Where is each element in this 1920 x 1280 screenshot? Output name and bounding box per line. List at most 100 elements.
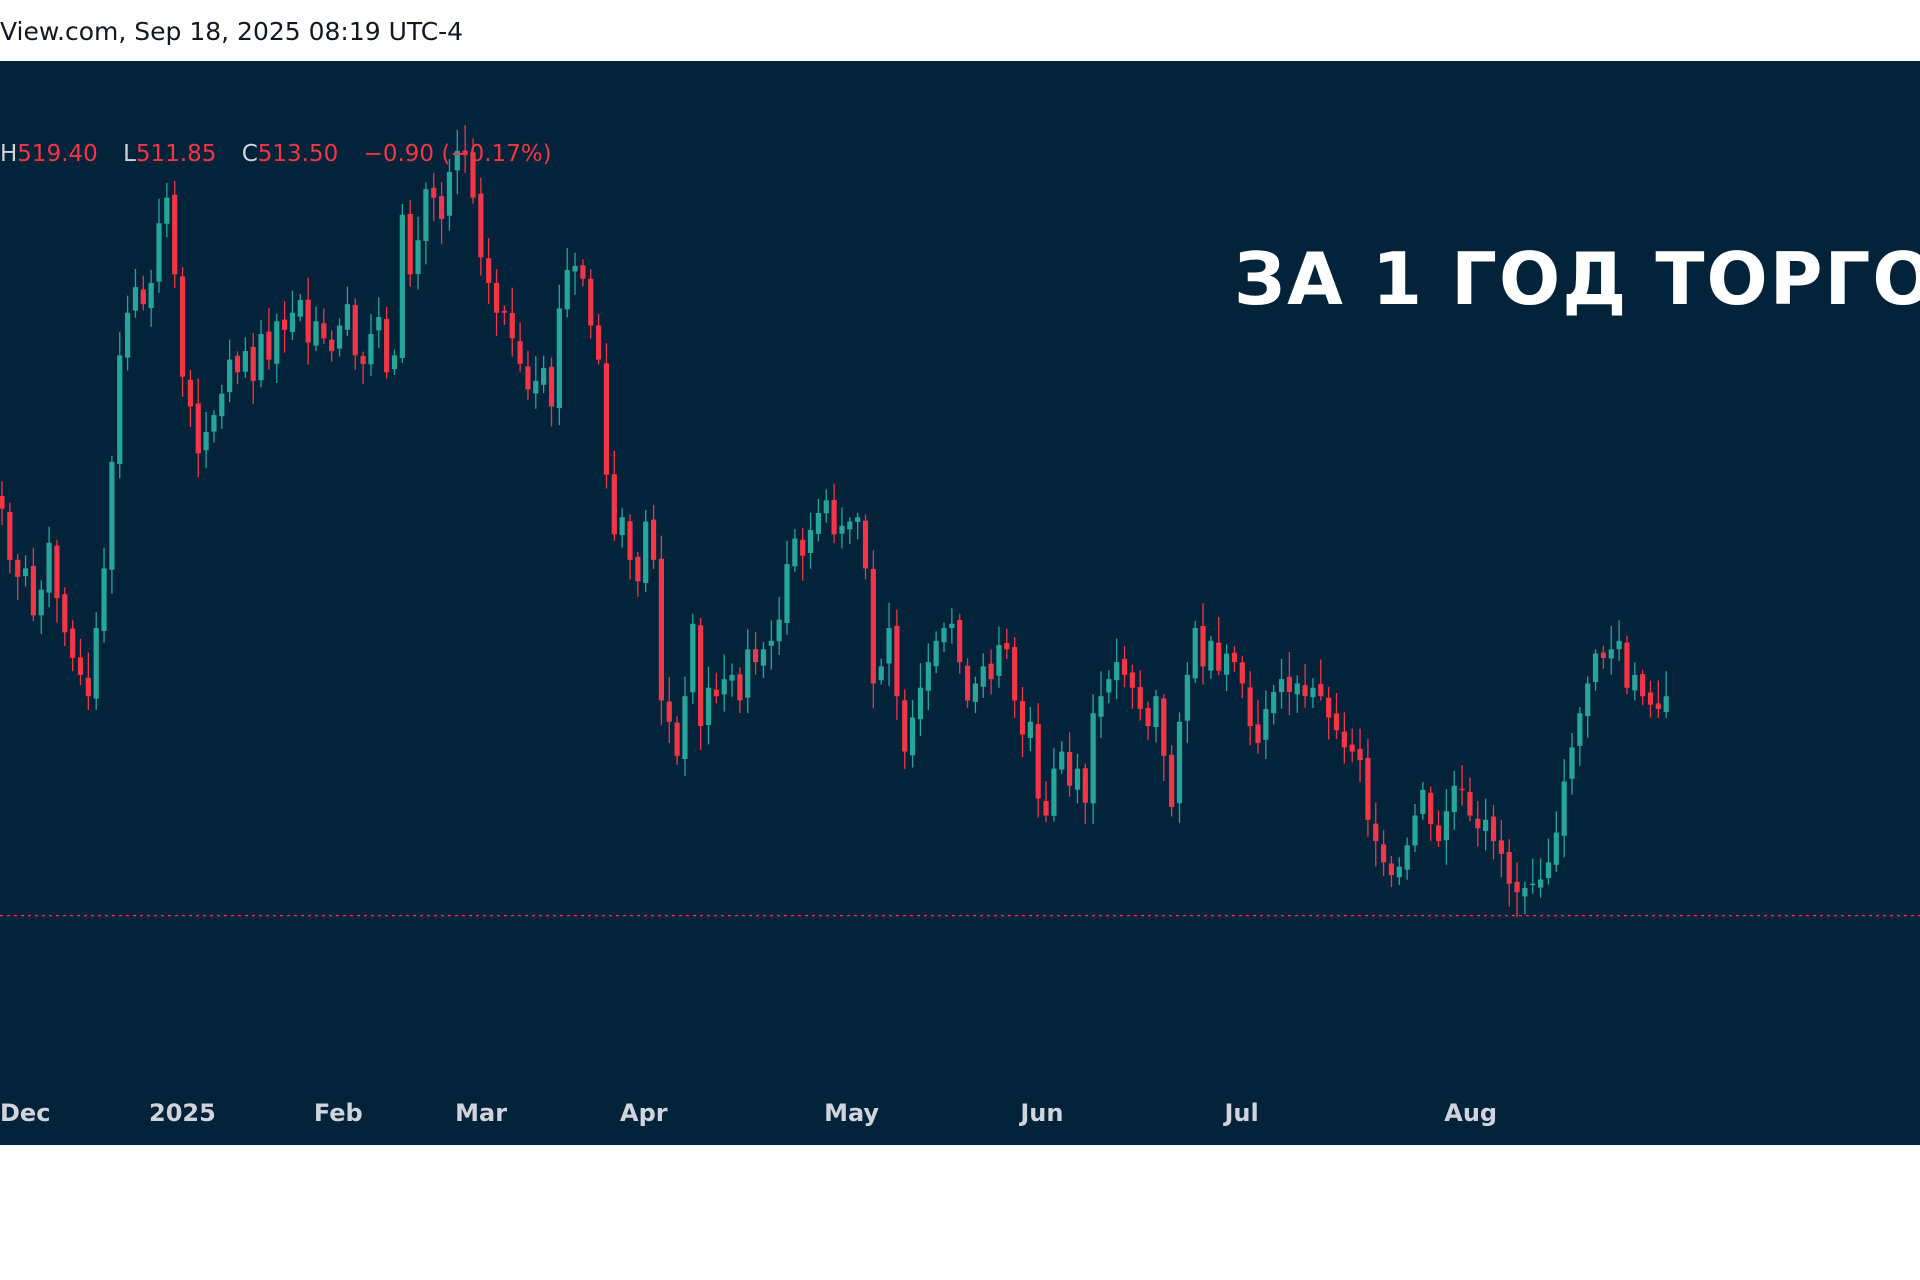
candle-body: [1616, 640, 1622, 650]
candle: [289, 290, 296, 340]
candle: [815, 498, 821, 542]
candle-body: [1475, 818, 1481, 829]
candle-body: [164, 197, 170, 224]
candle: [234, 351, 241, 385]
candle-body: [54, 545, 60, 599]
chart-panel[interactable]: Dec 2025 Feb Mar Apr May Jun Jul Aug H519.40 L51…: [0, 61, 1920, 1145]
candle-body: [179, 276, 186, 377]
candle-body: [611, 474, 617, 535]
candle: [1420, 781, 1426, 820]
candle: [274, 313, 280, 383]
candle-body: [556, 308, 562, 409]
candle: [0, 481, 5, 525]
candle: [415, 216, 421, 290]
candle-body: [1043, 801, 1049, 816]
candle-body: [1624, 642, 1630, 688]
candle-body: [360, 356, 366, 364]
candle: [1341, 712, 1347, 764]
candle-body: [650, 519, 657, 560]
candle: [117, 332, 123, 479]
candle: [1019, 686, 1026, 758]
candle-body: [1137, 687, 1143, 709]
candle: [1224, 644, 1230, 692]
candle-body: [949, 623, 955, 629]
candle: [619, 508, 625, 548]
candle: [1106, 670, 1112, 704]
candle: [768, 620, 774, 670]
candle: [203, 411, 209, 469]
candle: [1255, 699, 1261, 754]
candle: [1059, 741, 1065, 774]
candle-body: [1114, 662, 1120, 681]
candle: [1632, 662, 1638, 701]
candle: [399, 204, 405, 363]
candle: [910, 699, 916, 768]
candle: [964, 658, 971, 708]
candle: [698, 617, 704, 750]
candle-body: [22, 568, 29, 577]
candle: [807, 512, 814, 569]
candle: [1239, 656, 1245, 699]
candle: [729, 663, 735, 697]
candle-body: [336, 325, 343, 349]
candle-body: [996, 645, 1002, 676]
candle-body: [462, 150, 468, 156]
candle-body: [925, 662, 931, 691]
candle: [109, 455, 115, 594]
candle-body: [1451, 785, 1457, 813]
candle: [313, 306, 319, 351]
close-label: C: [241, 141, 258, 167]
candle-body: [1004, 643, 1010, 650]
candle-body: [1608, 649, 1614, 659]
candle: [1074, 753, 1081, 804]
candle: [446, 159, 453, 231]
candle: [1522, 881, 1528, 915]
candle-body: [1530, 883, 1536, 886]
candle-body: [603, 363, 610, 475]
candle-body: [1231, 652, 1238, 663]
candle-body: [1067, 752, 1073, 786]
candle-body: [1278, 679, 1285, 692]
candle: [588, 269, 594, 339]
candle: [509, 287, 515, 357]
candle-body: [234, 355, 241, 373]
candle: [1373, 802, 1379, 867]
candle: [132, 269, 139, 318]
candle-body: [352, 305, 358, 356]
candle: [7, 502, 13, 574]
candle: [572, 252, 578, 295]
candle: [1459, 765, 1465, 806]
candlestick-chart[interactable]: Dec 2025 Feb Mar Apr May Jun Jul Aug: [0, 61, 1920, 1145]
candle: [1090, 694, 1096, 824]
candle: [627, 514, 633, 580]
candle-body: [1443, 811, 1449, 841]
candle: [1333, 692, 1340, 740]
candle: [22, 555, 29, 587]
candle-body: [776, 619, 782, 642]
candle: [666, 677, 672, 744]
candle-body: [439, 196, 445, 219]
candle-body: [1640, 674, 1646, 697]
candle-body: [486, 258, 492, 283]
candle: [1655, 680, 1661, 718]
candle: [486, 238, 492, 304]
candle: [1600, 645, 1606, 669]
candle-body: [1365, 758, 1371, 820]
candle-body: [666, 701, 672, 722]
candle-body: [1051, 768, 1057, 816]
candle-body: [93, 628, 99, 699]
candle-body: [1208, 640, 1214, 671]
candle-body: [1522, 887, 1528, 897]
candle: [62, 587, 68, 647]
candle-body: [525, 366, 531, 390]
candle: [140, 275, 146, 311]
candle: [1184, 662, 1190, 743]
candle: [933, 631, 939, 674]
candle: [1145, 701, 1151, 740]
candle-body: [1514, 881, 1520, 893]
candle: [478, 177, 484, 276]
candle-body: [886, 628, 892, 664]
candle: [1114, 638, 1120, 700]
candle-body: [423, 189, 429, 241]
candle-body: [1569, 747, 1575, 779]
